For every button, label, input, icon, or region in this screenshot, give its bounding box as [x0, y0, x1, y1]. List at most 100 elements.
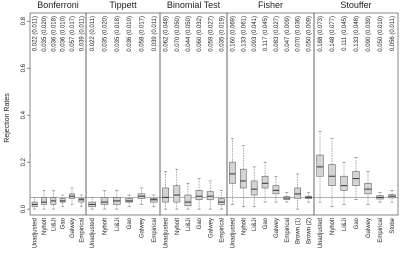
annotation: 0.035 (0.020): [42, 16, 48, 52]
box: [364, 182, 372, 195]
annotation: 0.036 (0.010): [127, 16, 133, 52]
annotation: 0.160 (0.069): [230, 16, 236, 52]
annotation: 0.044 (0.050): [186, 16, 192, 52]
annotation: 0.050 (0.009): [307, 16, 313, 52]
x-tick-label: Li&Ji: [186, 218, 192, 231]
box: [239, 168, 247, 189]
x-tick-label: Brown (2): [307, 218, 313, 244]
annotation: 0.056 (0.011): [390, 16, 396, 51]
annotation: 0.035 (0.018): [115, 16, 121, 52]
box: [41, 197, 47, 205]
y-tick-label: 0.6: [21, 63, 27, 72]
annotation: 0.070 (0.050): [175, 16, 181, 52]
x-tick-label: Unadjusted: [33, 218, 39, 248]
x-tick-label: Empirical: [378, 218, 384, 243]
x-tick-label: Nyholt: [175, 218, 181, 235]
y-tick-label: 0.2: [21, 157, 27, 166]
box: [294, 187, 302, 199]
x-tick-label: Galwey: [208, 218, 214, 238]
annotation: 0.133 (0.048): [354, 16, 360, 52]
x-tick-label: Unadjusted: [164, 218, 170, 248]
x-tick-label: Empirical: [219, 218, 225, 243]
panel-title: Tippett: [109, 0, 137, 10]
annotation: 0.036 (0.018): [51, 16, 57, 52]
box: [206, 191, 214, 201]
x-tick-label: Gao: [127, 217, 133, 229]
box: [195, 190, 203, 201]
panel-title: Fisher: [258, 0, 283, 10]
panel-title: Binomial Test: [167, 0, 221, 10]
x-tick-label: Stobe: [390, 217, 396, 233]
x-tick-label: Nyholt: [103, 218, 109, 235]
x-tick-label: Nyholt: [241, 218, 247, 235]
x-tick-label: Nyholt: [42, 218, 48, 235]
annotation: 0.022 (0.011): [90, 16, 96, 51]
panel-title: Stouffer: [340, 0, 371, 10]
box: [173, 185, 181, 203]
x-tick-label: Li&Ji: [342, 218, 348, 231]
y-tick-label: 0.8: [21, 16, 27, 25]
box: [340, 175, 348, 191]
x-tick-label: Gao: [354, 217, 360, 229]
x-tick-label: Unadjusted: [230, 218, 236, 248]
annotation: 0.047 (0.009): [285, 16, 291, 52]
box: [217, 198, 225, 205]
box: [261, 175, 269, 189]
box: [250, 180, 258, 196]
annotation: 0.090 (0.039): [366, 16, 372, 52]
box: [78, 198, 85, 203]
box: [162, 187, 170, 203]
box: [316, 154, 324, 177]
annotation: 0.050 (0.010): [378, 16, 384, 52]
annotation: 0.070 (0.036): [296, 16, 302, 52]
annotation: 0.188 (0.073): [318, 16, 324, 52]
x-tick-label: Gao: [263, 217, 269, 229]
panel-frame: [313, 12, 399, 216]
y-tick-label: 0.4: [21, 110, 27, 119]
annotation: 0.035 (0.020): [103, 16, 109, 52]
x-tick-label: Empirical: [79, 218, 85, 243]
annotation: 0.083 (0.027): [274, 16, 280, 52]
x-tick-label: Galwey: [366, 218, 372, 238]
x-tick-label: Unadjusted: [318, 218, 324, 248]
box: [100, 197, 109, 205]
y-axis-label: Rejection Rates: [4, 93, 11, 143]
annotation: 0.133 (0.061): [241, 16, 247, 52]
x-tick-label: Galwey: [140, 218, 146, 238]
x-tick-label: Li&Ji: [115, 218, 121, 231]
box: [125, 198, 133, 203]
box: [328, 164, 336, 186]
annotation: 0.035 (0.019): [219, 16, 225, 52]
annotation: 0.111 (0.045): [342, 16, 348, 51]
y-tick-label: 0.0: [21, 204, 27, 213]
annotation: 0.093 (0.041): [252, 16, 258, 52]
annotation: 0.062 (0.048): [164, 16, 170, 52]
annotation: 0.036 (0.010): [61, 16, 67, 52]
x-tick-label: Unadjusted: [90, 218, 96, 248]
annotation: 0.059 (0.027): [208, 16, 214, 52]
box: [59, 198, 66, 203]
x-tick-label: Empirical: [152, 218, 158, 243]
x-tick-label: Empirical: [285, 218, 291, 243]
annotation: 0.060 (0.032): [197, 16, 203, 52]
x-tick-label: Galwey: [70, 218, 76, 238]
annotation: 0.117 (0.045): [263, 16, 269, 51]
panel-frame: [159, 12, 228, 216]
x-tick-label: Nyholt: [330, 218, 336, 235]
annotation: 0.039 (0.011): [152, 16, 158, 51]
box: [184, 194, 192, 206]
box: [150, 198, 158, 203]
annotation: 0.022 (0.011): [33, 16, 39, 51]
x-tick-label: Gao: [197, 217, 203, 229]
annotation: 0.039 (0.011): [79, 16, 85, 51]
annotation: 0.058 (0.017): [140, 16, 146, 52]
x-tick-label: Li&Ji: [51, 218, 57, 231]
x-tick-label: Galwey: [274, 218, 280, 238]
panel-title: Bonferroni: [37, 0, 79, 10]
x-tick-label: Li&Ji: [252, 218, 258, 231]
box: [272, 185, 280, 195]
x-tick-label: Gao: [61, 217, 67, 229]
box: [229, 161, 236, 184]
